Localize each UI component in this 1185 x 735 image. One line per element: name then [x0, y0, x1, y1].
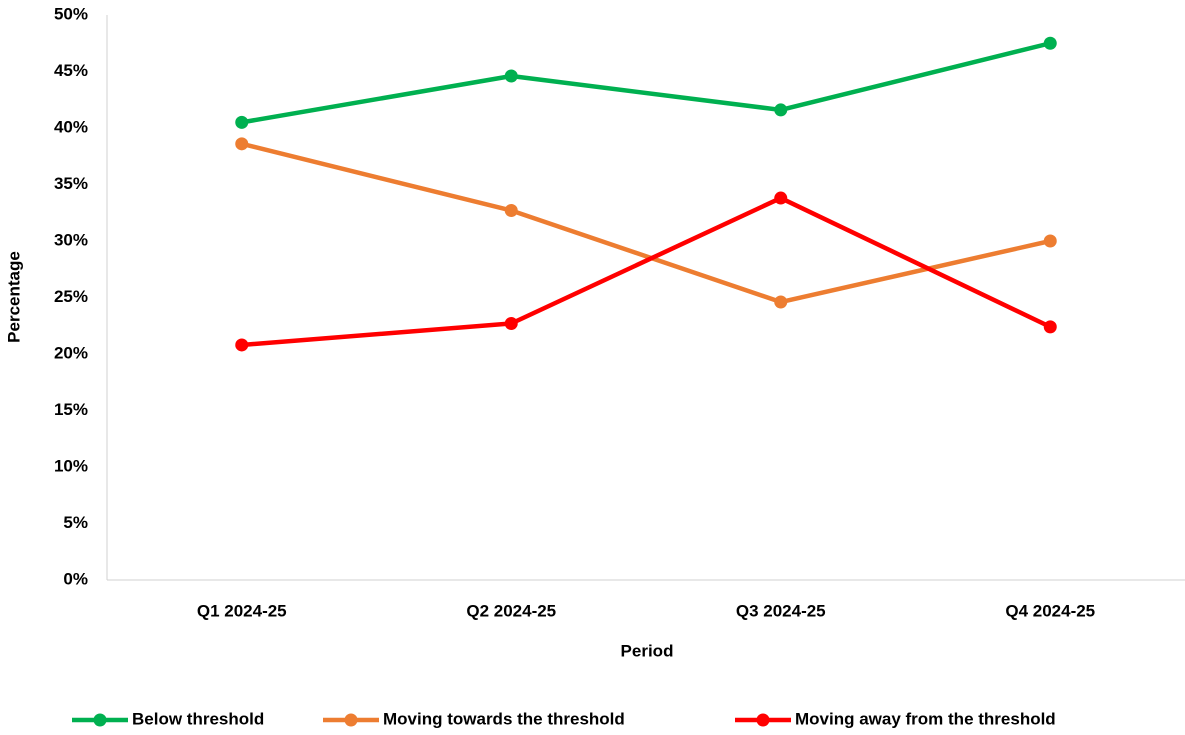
data-point	[1043, 320, 1057, 334]
data-point	[774, 191, 788, 205]
data-point	[235, 115, 249, 129]
y-tick-label: 5%	[63, 513, 88, 532]
data-point	[504, 316, 518, 330]
data-point	[774, 295, 788, 309]
data-point	[235, 338, 249, 352]
y-tick-label: 45%	[54, 61, 88, 80]
series-line	[241, 195, 1052, 348]
x-axis-title: Period	[621, 641, 674, 660]
x-tick-label: Q4 2024-25	[1005, 601, 1095, 620]
legend-marker	[344, 713, 358, 727]
series-line	[241, 141, 1051, 305]
y-axis-title: Percentage	[4, 251, 23, 343]
data-point	[504, 203, 518, 217]
y-tick-label: 30%	[54, 230, 88, 249]
x-tick-label: Q2 2024-25	[466, 601, 556, 620]
data-point	[504, 69, 518, 83]
y-tick-label: 35%	[54, 174, 88, 193]
data-point	[1043, 36, 1057, 50]
y-tick-label: 0%	[63, 569, 88, 588]
series-line	[241, 41, 1051, 125]
x-tick-label: Q1 2024-25	[197, 601, 287, 620]
data-point	[235, 137, 249, 151]
legend-label: Moving towards the threshold	[383, 709, 625, 728]
y-tick-label: 50%	[54, 4, 88, 23]
legend-marker	[93, 713, 107, 727]
data-point	[774, 103, 788, 117]
legend-marker	[756, 713, 770, 727]
y-tick-label: 10%	[54, 456, 88, 475]
data-point	[1043, 234, 1057, 248]
legend-label: Below threshold	[132, 709, 264, 728]
y-tick-label: 40%	[54, 117, 88, 136]
legend-label: Moving away from the threshold	[795, 709, 1056, 728]
y-tick-label: 20%	[54, 343, 88, 362]
y-tick-label: 15%	[54, 400, 88, 419]
x-tick-label: Q3 2024-25	[736, 601, 826, 620]
y-tick-label: 25%	[54, 287, 88, 306]
